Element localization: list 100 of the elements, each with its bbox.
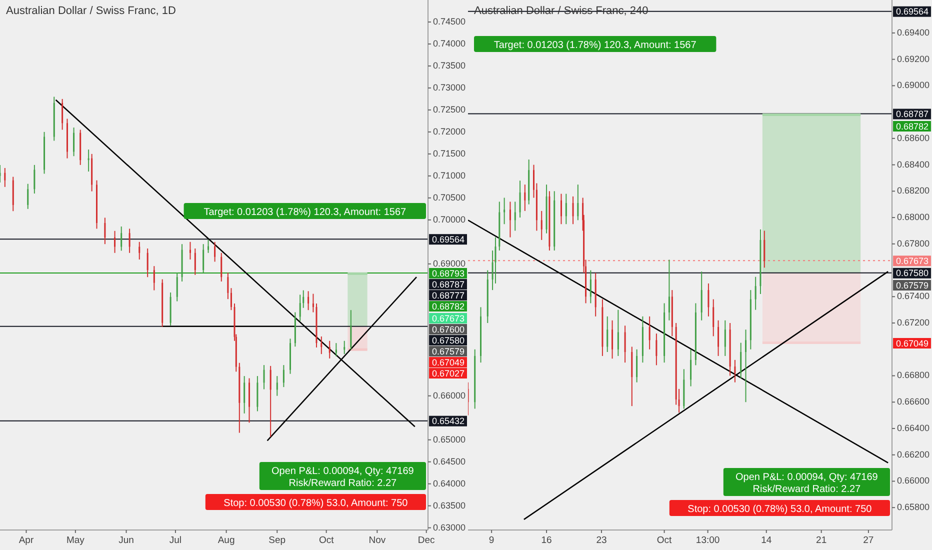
candlestick <box>344 340 346 355</box>
candlestick <box>302 290 304 308</box>
candlestick <box>4 168 6 188</box>
candlestick <box>120 226 122 252</box>
y-tick-label: 0.72500 <box>433 104 466 114</box>
y-tick-label: 0.67400 <box>897 291 930 302</box>
y-tick-label: 0.64000 <box>433 478 466 488</box>
candlestick <box>153 266 155 291</box>
candlestick <box>299 294 301 322</box>
y-tick-label: 0.66600 <box>897 396 930 407</box>
x-tick-label: Oct <box>656 535 672 546</box>
x-tick-label: 9 <box>488 535 494 546</box>
candlestick <box>350 310 352 350</box>
annotation: Stop: 0.00530 (0.78%) 53.0, Amount: 750 <box>688 504 872 515</box>
y-tick-label: 0.67200 <box>897 318 930 328</box>
ref-line-label: 0.67580 <box>896 268 929 278</box>
text: Australian Dollar / Swiss Franc, 1D <box>6 5 176 17</box>
candlestick <box>320 336 322 355</box>
candlestick <box>34 164 36 194</box>
candlestick <box>248 378 250 424</box>
x-tick-label: Jun <box>118 535 134 546</box>
x-tick-label: Apr <box>18 535 34 546</box>
y-tick-label: 0.63000 <box>433 522 466 532</box>
y-tick-label: 0.68200 <box>897 186 930 196</box>
y-tick-label: 0.67800 <box>897 238 930 248</box>
ref-line-label: 0.69564 <box>896 6 929 17</box>
y-tick-label: 0.69000 <box>897 80 930 90</box>
candlestick <box>104 217 106 245</box>
x-tick-label: Nov <box>368 535 386 546</box>
y-tick-label: 0.65000 <box>433 434 466 444</box>
ref-line-label: 0.68787 <box>896 109 929 120</box>
candlestick <box>27 183 29 210</box>
candlestick <box>263 364 265 390</box>
y-tick-label: 0.64500 <box>433 456 466 466</box>
ref-line-label: 0.65432 <box>432 416 465 426</box>
y-tick-label: 0.70000 <box>433 214 466 224</box>
x-tick-label: 14 <box>761 535 772 546</box>
candlestick <box>270 365 272 438</box>
candlestick <box>138 241 140 260</box>
candlestick <box>176 272 178 302</box>
ref-line-label: 0.67673 <box>896 256 929 266</box>
candlestick <box>244 376 246 414</box>
y-tick-label: 0.65800 <box>897 502 930 512</box>
y-tick-label: 0.69200 <box>897 54 930 64</box>
x-tick-label: 27 <box>863 535 874 546</box>
y-tick-label: 0.71500 <box>433 148 466 158</box>
y-tick-label: 0.72000 <box>433 126 466 136</box>
y-tick-label: 0.66200 <box>897 449 930 460</box>
y-tick-label: 0.66000 <box>433 390 466 400</box>
y-tick-label: 0.70500 <box>433 192 466 202</box>
x-tick-label: 23 <box>596 535 607 546</box>
candlestick <box>202 244 204 274</box>
candlestick <box>230 288 232 311</box>
ref-line-label: 0.69564 <box>432 234 465 244</box>
y-tick-label: 0.66800 <box>897 370 930 380</box>
x-tick-label: 16 <box>541 535 552 546</box>
y-tick-label: 0.63500 <box>433 500 466 510</box>
x-tick-label: 21 <box>816 535 827 546</box>
annotation: Stop: 0.00530 (0.78%) 53.0, Amount: 750 <box>224 498 408 509</box>
candlestick <box>189 241 191 260</box>
annotation: Target: 0.01203 (1.78%) 120.3, Amount: 1567 <box>494 40 697 51</box>
candlestick <box>290 338 292 374</box>
y-tick-label: 0.74000 <box>433 38 466 48</box>
y-tick-label: 0.69400 <box>897 27 930 38</box>
x-tick-label: Sep <box>268 535 286 546</box>
x-tick-label: Oct <box>318 535 334 546</box>
y-tick-label: 0.68400 <box>897 159 930 170</box>
candlestick <box>128 228 130 254</box>
candlestick <box>328 340 330 359</box>
y-tick-label: 0.66000 <box>897 476 930 486</box>
annotation: Target: 0.01203 (1.78%) 120.3, Amount: 1567 <box>204 207 407 218</box>
candlestick <box>312 293 314 313</box>
candlestick <box>227 272 229 300</box>
y-tick-label: 0.73000 <box>433 82 466 92</box>
candlestick <box>276 376 278 396</box>
candlestick <box>73 127 75 157</box>
candlestick <box>114 230 116 254</box>
x-tick-label: Dec <box>418 535 436 546</box>
candlestick <box>62 98 64 130</box>
candlestick <box>208 239 210 254</box>
y-tick-label: 0.68000 <box>897 212 930 222</box>
candlestick <box>335 342 337 357</box>
candlestick <box>220 252 222 282</box>
y-tick-label: 0.74500 <box>433 16 466 26</box>
candlestick <box>146 248 148 278</box>
candlestick <box>308 290 310 311</box>
annotation: Open P&L: 0.00094, Qty: 47169 Risk/Reward Ratio: 2.27 <box>272 466 414 489</box>
x-tick-label: May <box>66 535 85 546</box>
y-tick-label: 0.66400 <box>897 422 930 433</box>
x-tick-label: 13:00 <box>696 535 720 546</box>
y-tick-label: 0.68600 <box>897 132 930 143</box>
y-tick-label: 0.69000 <box>433 258 466 268</box>
candlestick <box>282 364 284 388</box>
y-tick-label: 0.73500 <box>433 60 466 70</box>
x-tick-label: Aug <box>218 535 235 546</box>
candlestick <box>194 248 196 276</box>
x-tick-label: Jul <box>169 535 182 546</box>
annotation: Open P&L: 0.00094, Qty: 47169 Risk/Reward Ratio: 2.27 <box>736 472 878 495</box>
candlestick <box>214 241 216 262</box>
y-tick-label: 0.71000 <box>433 170 466 180</box>
